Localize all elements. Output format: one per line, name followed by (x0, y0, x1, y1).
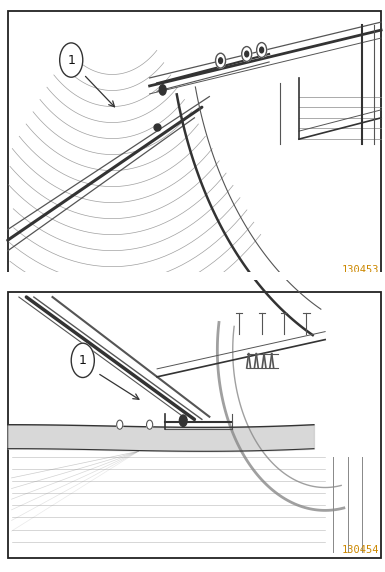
Circle shape (216, 53, 226, 68)
Circle shape (219, 58, 223, 63)
Circle shape (257, 42, 267, 57)
Circle shape (242, 46, 252, 61)
Circle shape (60, 43, 83, 77)
Circle shape (71, 343, 94, 378)
Circle shape (179, 415, 187, 427)
Circle shape (159, 85, 166, 95)
Text: 1: 1 (67, 54, 75, 66)
Circle shape (117, 420, 123, 429)
Text: 1: 1 (79, 354, 87, 367)
Circle shape (245, 51, 249, 57)
Bar (8, 11, 381, 277)
Circle shape (260, 47, 264, 53)
Circle shape (147, 420, 153, 429)
Bar (0, 272, 385, 280)
Text: 130453: 130453 (342, 265, 379, 275)
Text: 130454: 130454 (342, 546, 379, 555)
Bar (8, 292, 381, 558)
